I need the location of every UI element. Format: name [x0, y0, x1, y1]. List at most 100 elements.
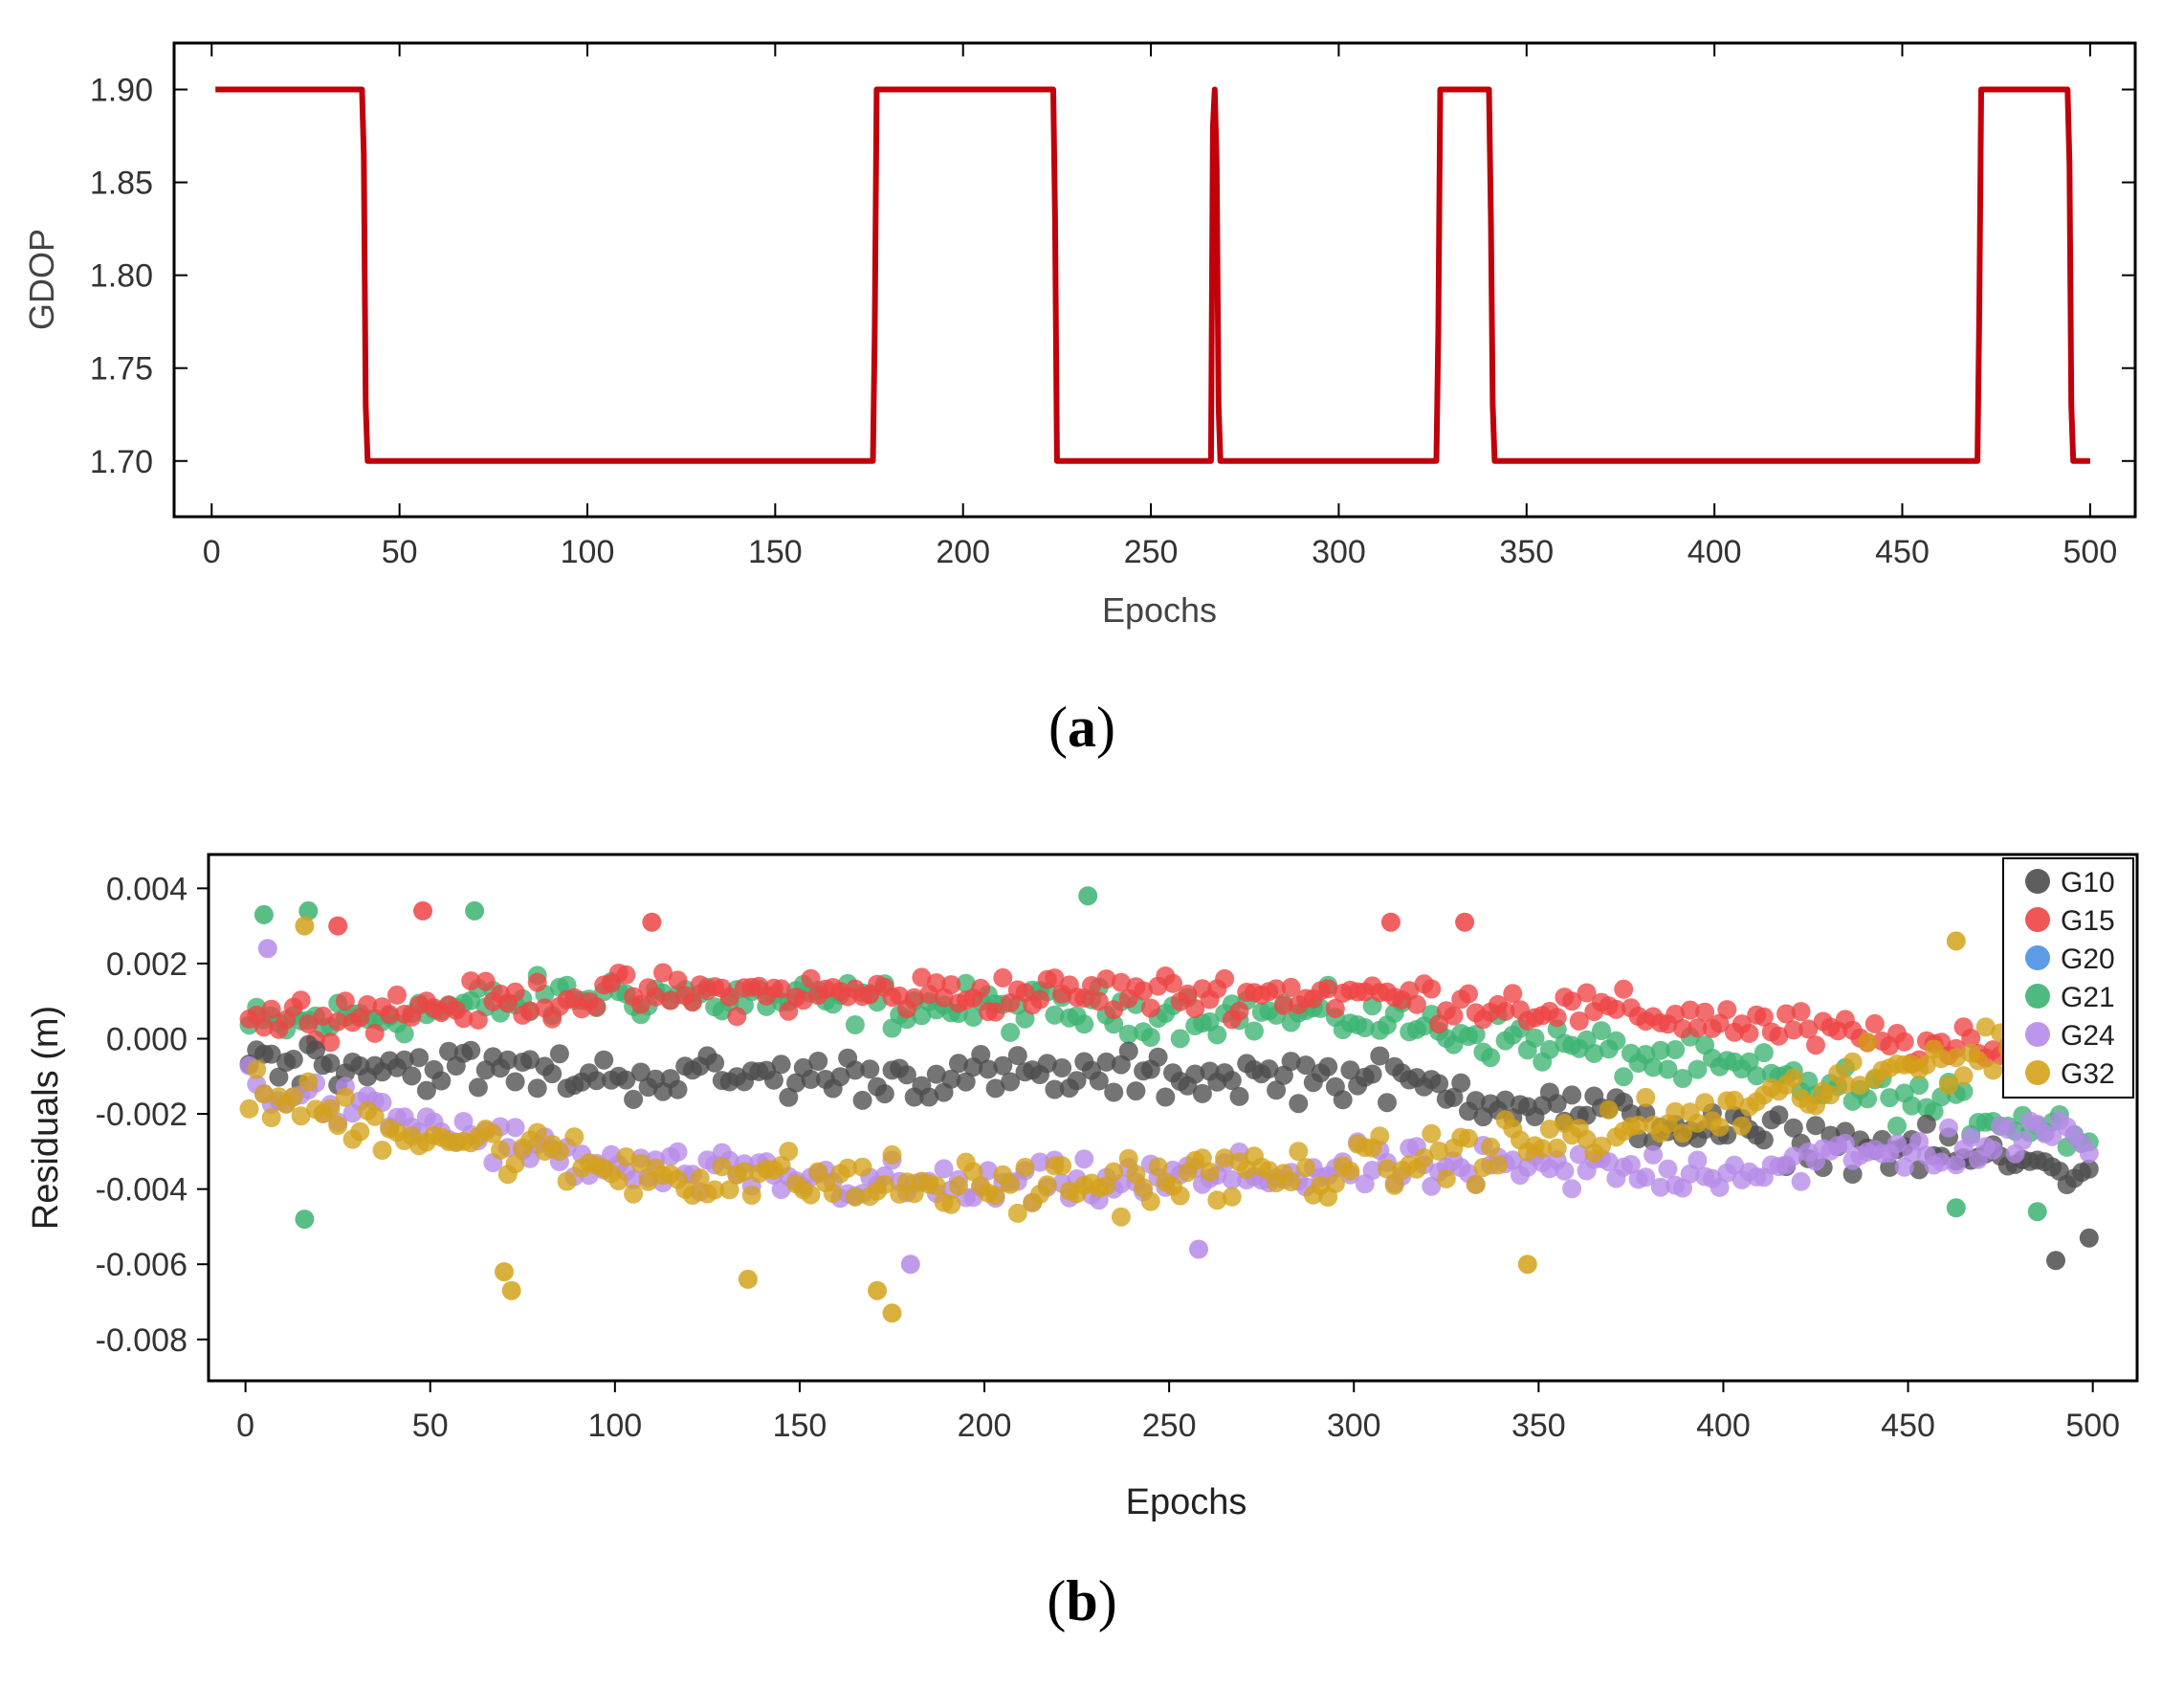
legend-label-g32: G32	[2061, 1058, 2115, 1090]
point-g10	[1754, 1130, 1774, 1150]
legend-label-g24: G24	[2061, 1020, 2115, 1052]
point-g32	[1916, 1054, 1936, 1075]
point-g21	[1170, 1029, 1190, 1049]
point-g10	[1156, 1087, 1176, 1107]
point-g15	[1680, 1000, 1700, 1020]
point-g15	[1695, 1002, 1715, 1022]
point-g15	[320, 1032, 341, 1053]
residuals-x-tick-label: 100	[587, 1408, 642, 1444]
point-g32	[1340, 1161, 1360, 1181]
point-g24	[1783, 1146, 1803, 1166]
point-g32	[1806, 1096, 1825, 1116]
point-g10	[1281, 1052, 1301, 1072]
point-g10	[1267, 1080, 1287, 1100]
point-g15	[1798, 1019, 1819, 1039]
gdop-x-tick-label: 350	[1499, 534, 1554, 570]
point-g32	[320, 1099, 341, 1119]
point-g32	[1688, 1113, 1708, 1133]
point-g32	[261, 1108, 281, 1127]
point-g10	[1378, 1093, 1397, 1113]
point-g24	[1599, 1152, 1619, 1172]
point-g10	[468, 1077, 488, 1098]
point-g21	[298, 900, 319, 921]
point-g24	[505, 1118, 525, 1138]
point-g21	[1688, 1059, 1708, 1079]
point-g10	[594, 1050, 614, 1070]
point-g10	[394, 1050, 414, 1070]
point-g10	[1806, 1116, 1825, 1136]
point-g32	[557, 1171, 577, 1191]
point-g24	[1725, 1155, 1744, 1175]
point-g15	[1406, 994, 1426, 1014]
point-g10	[763, 1070, 783, 1090]
legend-box	[2002, 857, 2134, 1099]
point-g24	[1562, 1179, 1582, 1199]
point-g10	[1037, 1054, 1057, 1074]
point-g32	[1436, 1168, 1456, 1188]
point-g24	[1189, 1239, 1208, 1259]
point-g24	[1644, 1144, 1664, 1165]
point-g32	[1200, 1162, 1220, 1182]
point-g32	[1946, 1048, 1966, 1068]
point-g15	[1229, 1001, 1249, 1021]
point-g21	[1481, 1048, 1501, 1068]
point-g15	[660, 990, 680, 1010]
point-g15	[1717, 1000, 1737, 1020]
point-g15	[801, 968, 821, 988]
point-g32	[1547, 1138, 1567, 1158]
point-g24	[1983, 1140, 2003, 1160]
point-g10	[1296, 1055, 1315, 1076]
point-g32	[771, 1156, 791, 1176]
residuals-x-tick-label: 500	[2065, 1408, 2120, 1444]
residuals-x-tick-label: 300	[1327, 1408, 1381, 1444]
point-g24	[1887, 1134, 1907, 1154]
residuals-y-tick-label: -0.008	[96, 1322, 188, 1359]
point-g32	[682, 1186, 702, 1205]
point-g32	[1001, 1174, 1021, 1194]
point-g10	[985, 1078, 1005, 1099]
point-g15	[298, 1013, 319, 1033]
point-g32	[298, 1072, 319, 1092]
point-g32	[1481, 1137, 1501, 1157]
residuals-x-tick-label: 150	[773, 1408, 827, 1444]
point-g15	[793, 990, 813, 1010]
point-g32	[1666, 1101, 1686, 1121]
gdop-x-axis-label: Epochs	[1102, 590, 1217, 630]
point-g21	[465, 900, 485, 921]
point-g32	[1488, 1155, 1508, 1175]
point-g15	[328, 916, 348, 936]
point-g15	[1495, 1001, 1515, 1021]
point-g32	[874, 1174, 894, 1194]
gdop-y-tick-label: 1.75	[90, 351, 153, 388]
point-g15	[520, 1001, 540, 1021]
point-g21	[1902, 1096, 1922, 1116]
point-g21	[1584, 1043, 1604, 1063]
legend-marker-g32	[2025, 1060, 2050, 1085]
point-g15	[1791, 1002, 1811, 1022]
point-g10	[845, 1060, 865, 1080]
point-g10	[852, 1090, 872, 1110]
point-g32	[1104, 1162, 1124, 1182]
point-g10	[1495, 1090, 1515, 1110]
point-g15	[1267, 979, 1287, 999]
residuals-x-tick-label: 50	[412, 1408, 449, 1444]
point-g15	[1111, 972, 1131, 992]
point-g32	[1429, 1141, 1449, 1161]
point-g15	[985, 1002, 1005, 1022]
point-g15	[527, 972, 547, 992]
point-g24	[1961, 1127, 1981, 1147]
point-g32	[1414, 1148, 1434, 1167]
point-g15	[1894, 1032, 1914, 1052]
point-g21	[1104, 1014, 1124, 1034]
point-g32	[1378, 1159, 1397, 1179]
point-g15	[1864, 1013, 1885, 1033]
residuals-y-tick-label: 0.000	[106, 1022, 188, 1058]
point-g15	[642, 912, 662, 932]
point-g24	[1650, 1177, 1670, 1197]
point-g24	[1946, 1155, 1966, 1175]
point-g32	[1695, 1093, 1715, 1113]
point-g21	[1001, 1022, 1021, 1042]
point-g10	[993, 1055, 1013, 1076]
legend-label-g15: G15	[2061, 905, 2115, 937]
point-g32	[372, 1141, 392, 1160]
